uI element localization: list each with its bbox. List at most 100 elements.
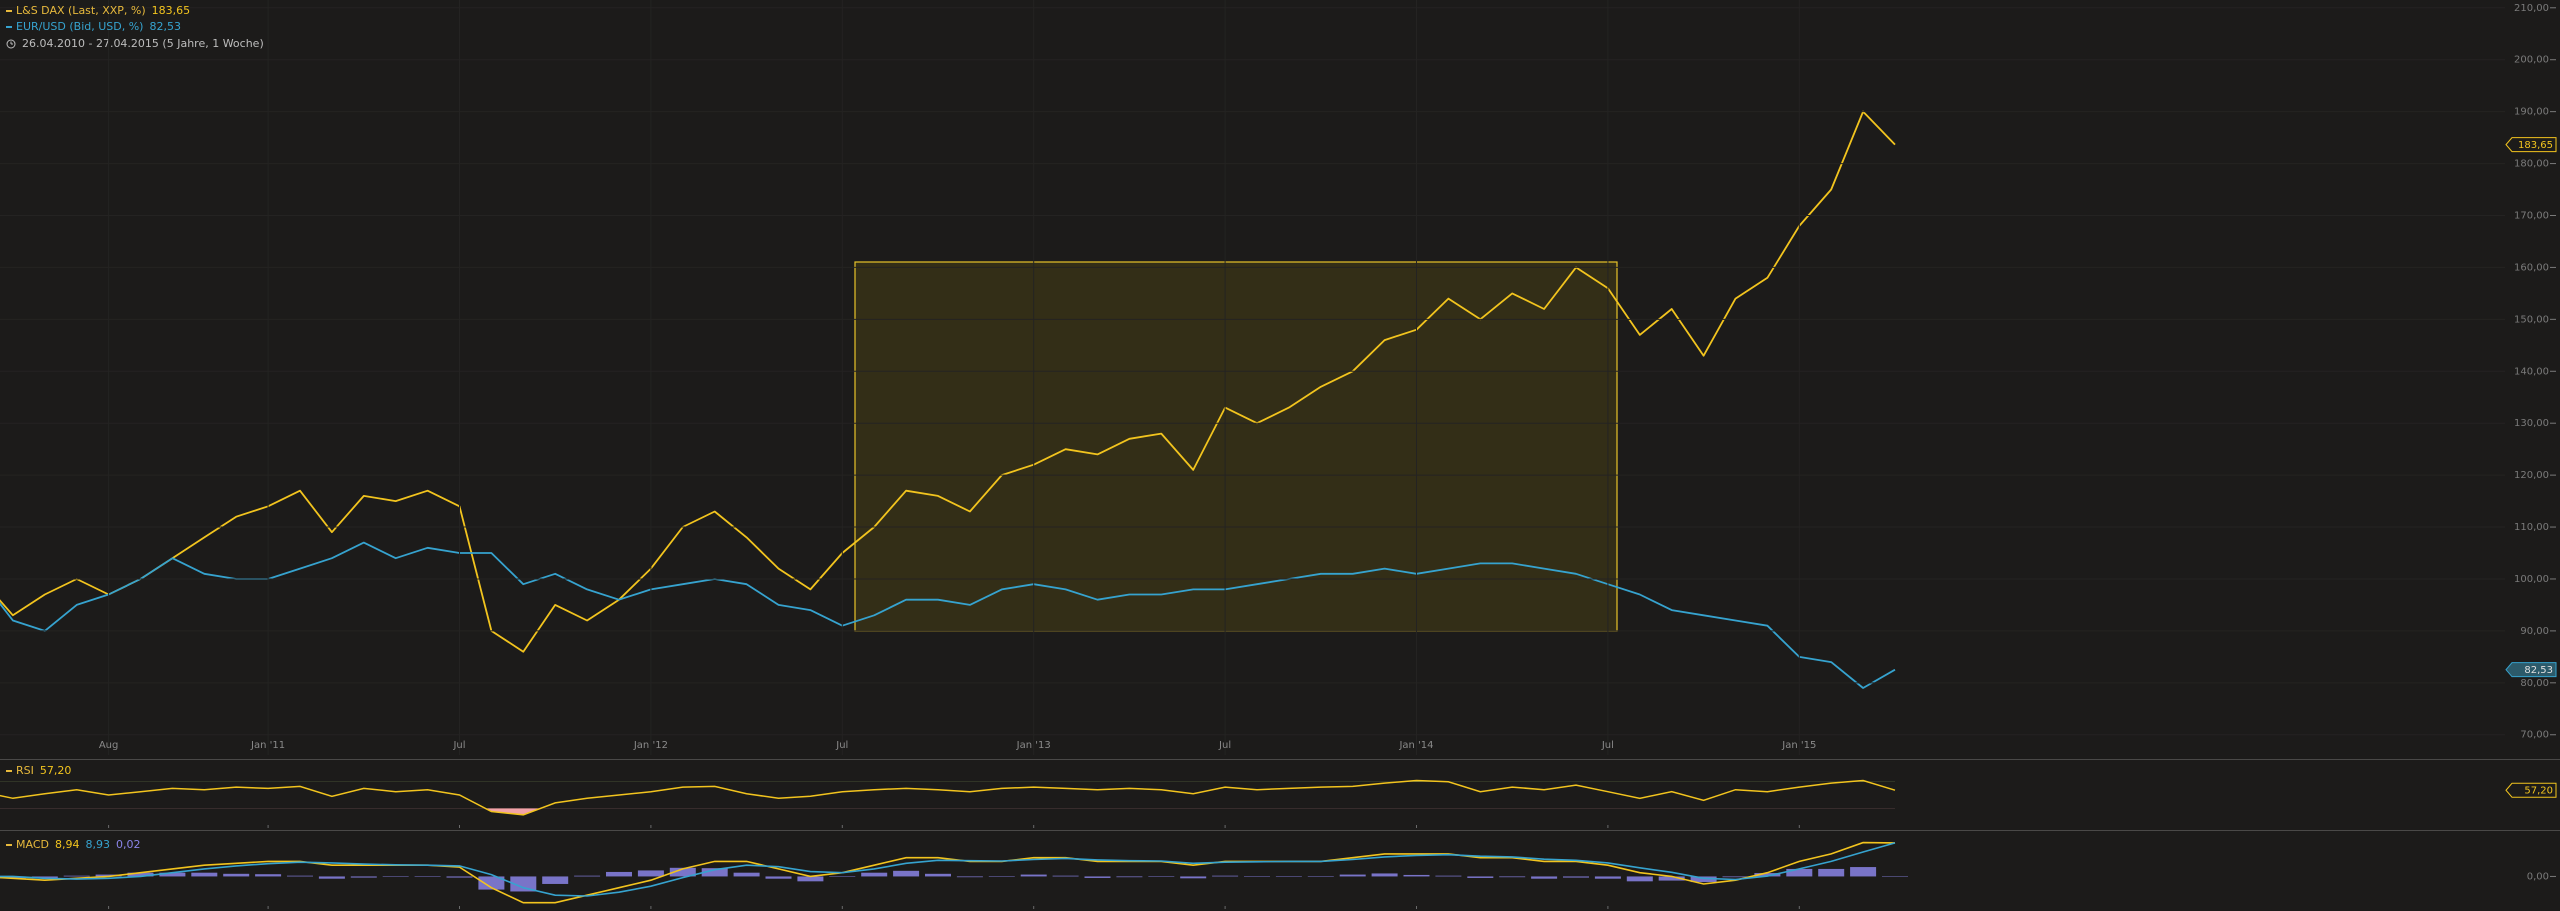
histogram-bar — [159, 872, 186, 877]
histogram-bar — [446, 876, 473, 878]
y-tick-label: 130,00 — [2514, 418, 2549, 429]
x-tick-label: Jul — [452, 740, 465, 751]
y-tick-label: 210,00 — [2514, 3, 2549, 14]
x-tick-label: Jan '12 — [633, 740, 668, 751]
y-tick-label: 170,00 — [2514, 210, 2549, 221]
y-tick-label: 0,00 — [2527, 871, 2549, 882]
histogram-bar — [510, 876, 537, 892]
histogram-bar — [765, 876, 792, 879]
y-tick-label: 80,00 — [2520, 678, 2549, 689]
histogram-bar — [1116, 876, 1143, 878]
value-flag-label: 183,65 — [2518, 140, 2553, 151]
legend-value: 183,65 — [152, 4, 191, 17]
histogram-bar — [956, 876, 983, 878]
highlight-box — [854, 261, 1618, 632]
x-tick-label: Jul — [1218, 740, 1231, 751]
histogram-bar — [1084, 876, 1111, 878]
histogram-bar — [1339, 874, 1366, 877]
y-tick-label: 140,00 — [2514, 366, 2549, 377]
legend-value: 82,53 — [149, 20, 181, 33]
legend-value: 57,20 — [40, 764, 72, 777]
histogram-bar — [1212, 875, 1239, 877]
x-tick-label: Aug — [99, 740, 119, 751]
y-tick-label: 90,00 — [2520, 626, 2549, 637]
histogram-bar — [1275, 876, 1302, 877]
histogram-bar — [829, 876, 856, 877]
histogram-bar — [988, 876, 1015, 877]
histogram-bar — [127, 872, 154, 877]
histogram-bar — [255, 874, 282, 877]
histogram-bar — [542, 876, 569, 884]
histogram-bar — [1882, 876, 1908, 877]
histogram-bar — [1531, 876, 1558, 879]
histogram-bar — [287, 875, 313, 877]
histogram-bar — [1467, 876, 1494, 878]
y-tick-label: 200,00 — [2514, 55, 2549, 66]
y-tick-label: 110,00 — [2514, 522, 2549, 533]
histogram-bar — [318, 876, 345, 879]
series-line — [0, 541, 1896, 689]
histogram-bar — [1658, 876, 1685, 881]
histogram-bar — [414, 876, 441, 877]
histogram-bar — [606, 871, 632, 877]
x-tick-label: Jan '11 — [250, 740, 285, 751]
legend-label: MACD — [16, 838, 49, 851]
histogram-bar — [1563, 876, 1589, 878]
histogram-bar — [1148, 876, 1175, 877]
histogram-bar — [669, 867, 696, 877]
plot-area — [0, 110, 1908, 904]
histogram-bar — [1499, 876, 1526, 878]
y-tick-label: 180,00 — [2514, 159, 2549, 170]
value-flag — [2505, 782, 2557, 798]
histogram-bar — [1371, 873, 1398, 877]
y-tick-label: 150,00 — [2514, 314, 2549, 325]
macd-line — [0, 842, 1896, 897]
x-tick-label: Jul — [835, 740, 848, 751]
histogram-bar — [1052, 875, 1079, 877]
legend-value: 0,02 — [116, 838, 141, 851]
y-tick-label: 190,00 — [2514, 107, 2549, 118]
value-flag-label: 82,53 — [2524, 665, 2553, 676]
value-flag — [2505, 137, 2557, 153]
histogram-bar — [0, 876, 26, 879]
histogram-bar — [797, 876, 824, 882]
histogram-bar — [861, 872, 888, 877]
histogram-bar — [478, 876, 505, 890]
histogram-bar — [1020, 874, 1047, 877]
histogram-bar — [350, 876, 377, 878]
histogram-bar — [574, 875, 601, 877]
histogram-bar — [31, 876, 58, 879]
legend-value: 8,94 — [55, 838, 80, 851]
histogram-bar — [1626, 876, 1653, 882]
clock-icon — [6, 39, 16, 49]
x-tick-label: Jan '14 — [1398, 740, 1433, 751]
histogram-bar — [191, 872, 218, 877]
histogram-bar — [1594, 876, 1621, 879]
histogram-bar — [223, 873, 250, 877]
y-tick-label: 120,00 — [2514, 470, 2549, 481]
histogram-bar — [1307, 876, 1334, 877]
histogram-bar — [637, 870, 664, 877]
histogram-bar — [1690, 876, 1717, 883]
legend-label: RSI — [16, 764, 34, 777]
histogram-bar — [1850, 867, 1877, 877]
y-tick-label: 100,00 — [2514, 574, 2549, 585]
x-tick-label: Jul — [1601, 740, 1614, 751]
legend-value: 8,93 — [85, 838, 110, 851]
value-flag-label: 57,20 — [2524, 786, 2553, 797]
histogram-bar — [1722, 876, 1749, 878]
y-tick-label: 70,00 — [2520, 730, 2549, 741]
value-flag — [2505, 662, 2557, 678]
x-tick-label: Jan '13 — [1016, 740, 1051, 751]
histogram-bar — [63, 875, 90, 877]
period: 26.04.2010 - 27.04.2015 (5 Jahre, 1 Woch… — [22, 37, 264, 50]
legend-label: EUR/USD (Bid, USD, %) — [16, 20, 143, 33]
histogram-bar — [1180, 876, 1207, 879]
histogram-bar — [925, 873, 951, 877]
rsi-line — [0, 779, 1896, 816]
histogram-bar — [701, 868, 728, 877]
histogram-bar — [382, 876, 409, 877]
histogram-bar — [1244, 876, 1270, 877]
